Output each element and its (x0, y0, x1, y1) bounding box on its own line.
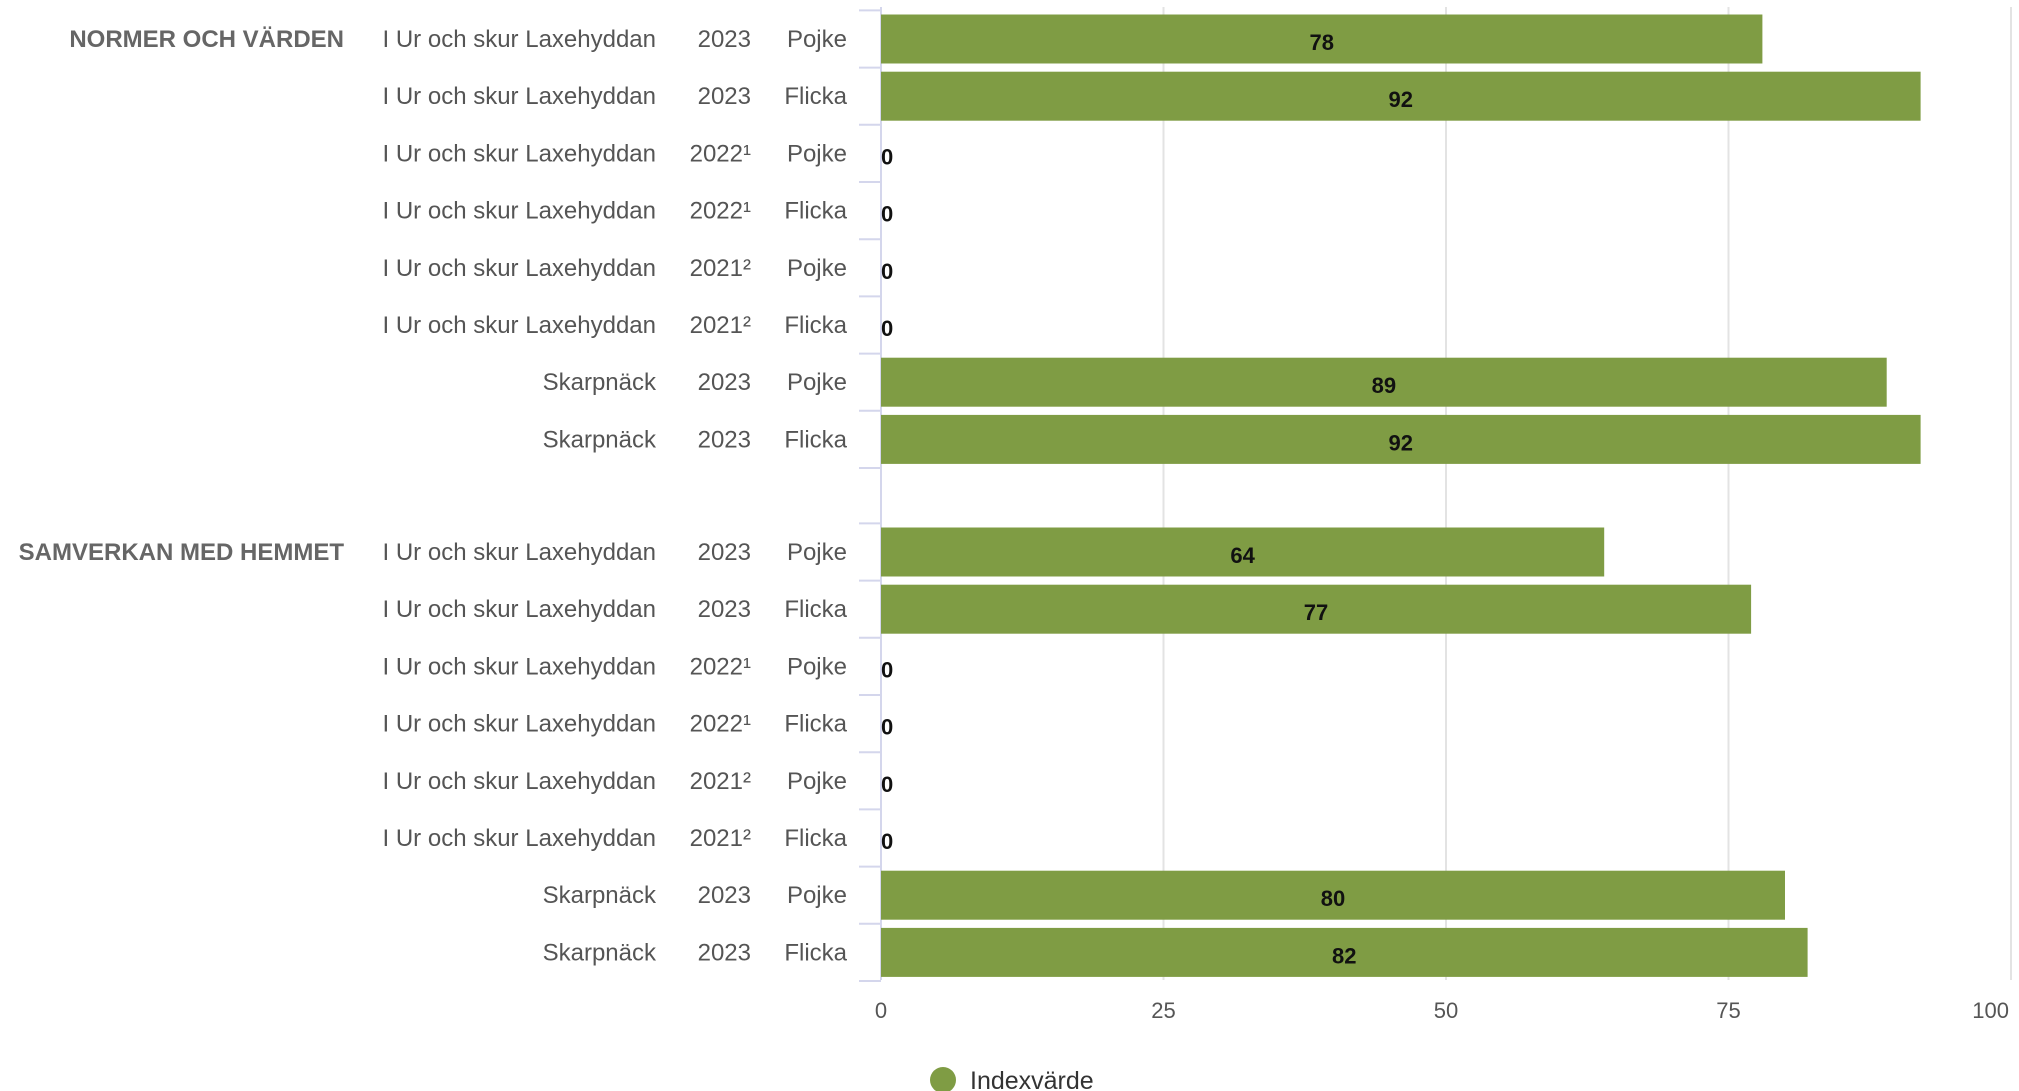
category-year-label: 2021² (690, 825, 751, 852)
bar[interactable] (881, 14, 1763, 64)
category-year-label: 2023 (698, 369, 751, 396)
category-year-label: 2022¹ (690, 653, 751, 680)
category-year-label: 2023 (698, 426, 751, 453)
category-gender-label: Pojke (787, 539, 847, 566)
data-label: 0 (881, 144, 893, 169)
category-year-label: 2023 (698, 539, 751, 566)
category-unit-label: Skarpnäck (543, 939, 657, 966)
category-year-label: 2022¹ (690, 711, 751, 738)
category-gender-label: Flicka (784, 312, 847, 339)
grid-lines (1162, 7, 2012, 980)
category-year-label: 2021² (690, 768, 751, 795)
category-year-label: 2021² (690, 312, 751, 339)
bar[interactable] (881, 927, 1808, 977)
data-label: 0 (881, 316, 893, 341)
bar[interactable] (881, 71, 1921, 121)
data-label: 89 (1372, 373, 1396, 398)
category-unit-label: I Ur och skur Laxehyddan (383, 198, 656, 225)
category-unit-label: I Ur och skur Laxehyddan (383, 26, 656, 53)
legend-marker-icon[interactable] (930, 1067, 956, 1091)
category-unit-label: I Ur och skur Laxehyddan (383, 653, 656, 680)
category-axis (859, 7, 882, 982)
category-gender-label: Pojke (787, 140, 847, 167)
category-unit-label: I Ur och skur Laxehyddan (383, 539, 656, 566)
category-unit-label: Skarpnäck (543, 882, 657, 909)
category-gender-label: Flicka (784, 939, 847, 966)
data-label: 0 (881, 259, 893, 284)
category-unit-label: Skarpnäck (543, 426, 657, 453)
category-gender-label: Pojke (787, 768, 847, 795)
data-label: 82 (1332, 943, 1356, 968)
x-tick-label: 100 (1972, 998, 2009, 1023)
category-year-label: 2023 (698, 939, 751, 966)
group-label: SAMVERKAN MED HEMMET (19, 539, 345, 566)
bar[interactable] (881, 527, 1605, 577)
data-label: 92 (1389, 430, 1413, 455)
data-label: 78 (1309, 30, 1333, 55)
data-label: 0 (881, 772, 893, 797)
bar[interactable] (881, 584, 1752, 634)
category-gender-label: Pojke (787, 882, 847, 909)
category-gender-label: Flicka (784, 711, 847, 738)
data-label: 0 (881, 657, 893, 682)
bar[interactable] (881, 870, 1785, 920)
category-gender-label: Flicka (784, 426, 847, 453)
category-unit-label: I Ur och skur Laxehyddan (383, 312, 656, 339)
data-label: 0 (881, 829, 893, 854)
legend-label[interactable]: Indexvärde (970, 1067, 1094, 1091)
category-gender-label: Pojke (787, 653, 847, 680)
x-tick-label: 0 (875, 998, 887, 1023)
data-label: 92 (1389, 87, 1413, 112)
category-year-label: 2023 (698, 882, 751, 909)
category-gender-label: Flicka (784, 825, 847, 852)
category-gender-label: Pojke (787, 369, 847, 396)
category-year-label: 2021² (690, 255, 751, 282)
bars (881, 14, 1921, 977)
category-unit-label: Skarpnäck (543, 369, 657, 396)
bar[interactable] (881, 414, 1921, 464)
category-gender-label: Flicka (784, 596, 847, 623)
category-unit-label: I Ur och skur Laxehyddan (383, 711, 656, 738)
category-unit-label: I Ur och skur Laxehyddan (383, 768, 656, 795)
category-gender-label: Pojke (787, 255, 847, 282)
data-label: 77 (1304, 600, 1328, 625)
category-unit-label: I Ur och skur Laxehyddan (383, 596, 656, 623)
x-tick-label: 25 (1151, 998, 1175, 1023)
category-unit-label: I Ur och skur Laxehyddan (383, 140, 656, 167)
bar[interactable] (881, 357, 1887, 407)
group-label: NORMER OCH VÄRDEN (69, 26, 344, 53)
category-unit-label: I Ur och skur Laxehyddan (383, 83, 656, 110)
x-tick-label: 50 (1434, 998, 1458, 1023)
legend[interactable]: Indexvärde (930, 1067, 1094, 1091)
category-year-label: 2023 (698, 83, 751, 110)
category-year-label: 2023 (698, 26, 751, 53)
data-label: 64 (1230, 543, 1255, 568)
category-gender-label: Flicka (784, 83, 847, 110)
data-label: 0 (881, 202, 893, 227)
labels: 0 25 50 75 100 NORMER OCH VÄRDEN I Ur och skur… (19, 26, 2009, 1023)
category-unit-label: I Ur och skur Laxehyddan (383, 255, 656, 282)
data-label: 80 (1321, 886, 1345, 911)
category-unit-label: I Ur och skur Laxehyddan (383, 825, 656, 852)
category-year-label: 2022¹ (690, 198, 751, 225)
category-gender-label: Flicka (784, 198, 847, 225)
x-tick-label: 75 (1716, 998, 1740, 1023)
category-year-label: 2023 (698, 596, 751, 623)
category-gender-label: Pojke (787, 26, 847, 53)
category-year-label: 2022¹ (690, 140, 751, 167)
data-label: 0 (881, 715, 893, 740)
